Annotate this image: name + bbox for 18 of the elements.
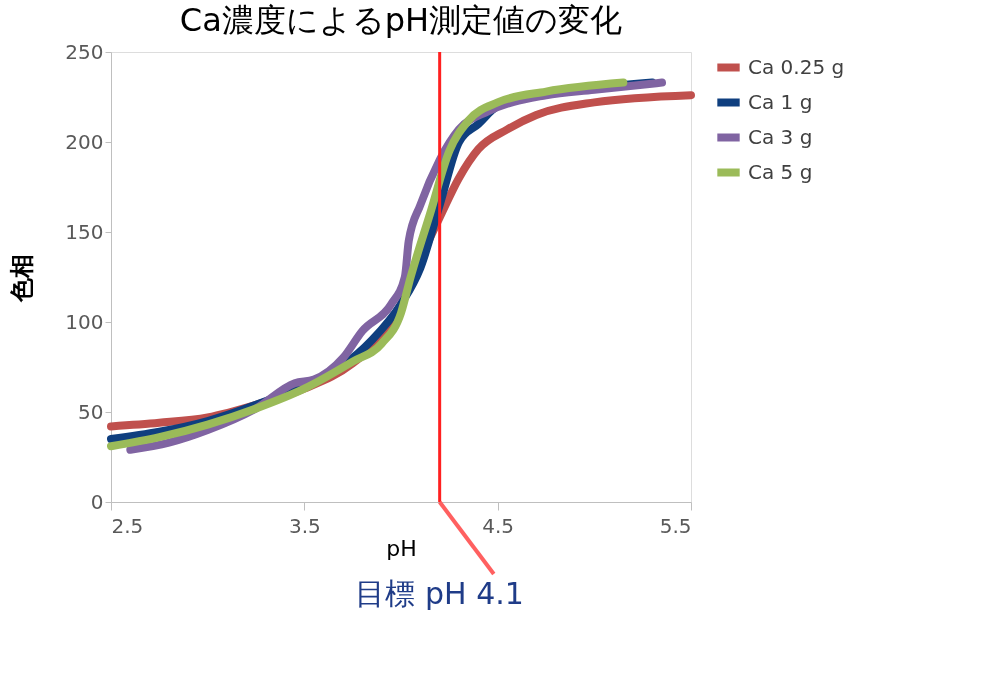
chart-title: Ca濃度によるpH測定値の変化 xyxy=(179,1,623,39)
y-tick-label: 250 xyxy=(65,39,104,64)
legend-label: Ca 5 g xyxy=(748,159,813,184)
legend-label: Ca 3 g xyxy=(748,124,813,149)
x-tick-label: 3.5 xyxy=(288,513,321,538)
y-tick-label: 100 xyxy=(65,309,104,334)
x-axis-title: pH xyxy=(386,535,417,561)
x-tick-label: 5.5 xyxy=(659,513,692,538)
legend-label: Ca 1 g xyxy=(748,89,813,114)
y-tick-label: 200 xyxy=(65,129,104,154)
y-axis-title: 色相 xyxy=(8,253,37,303)
y-tick-label: 150 xyxy=(65,219,104,244)
annotation: 目標 pH 4.1 xyxy=(355,576,524,611)
y-tick-label: 0 xyxy=(90,489,104,514)
x-tick-label: 4.5 xyxy=(482,513,515,538)
y-tick-label: 50 xyxy=(78,399,104,424)
legend-label: Ca 0.25 g xyxy=(748,54,845,79)
x-tick-label: 2.5 xyxy=(111,513,144,538)
